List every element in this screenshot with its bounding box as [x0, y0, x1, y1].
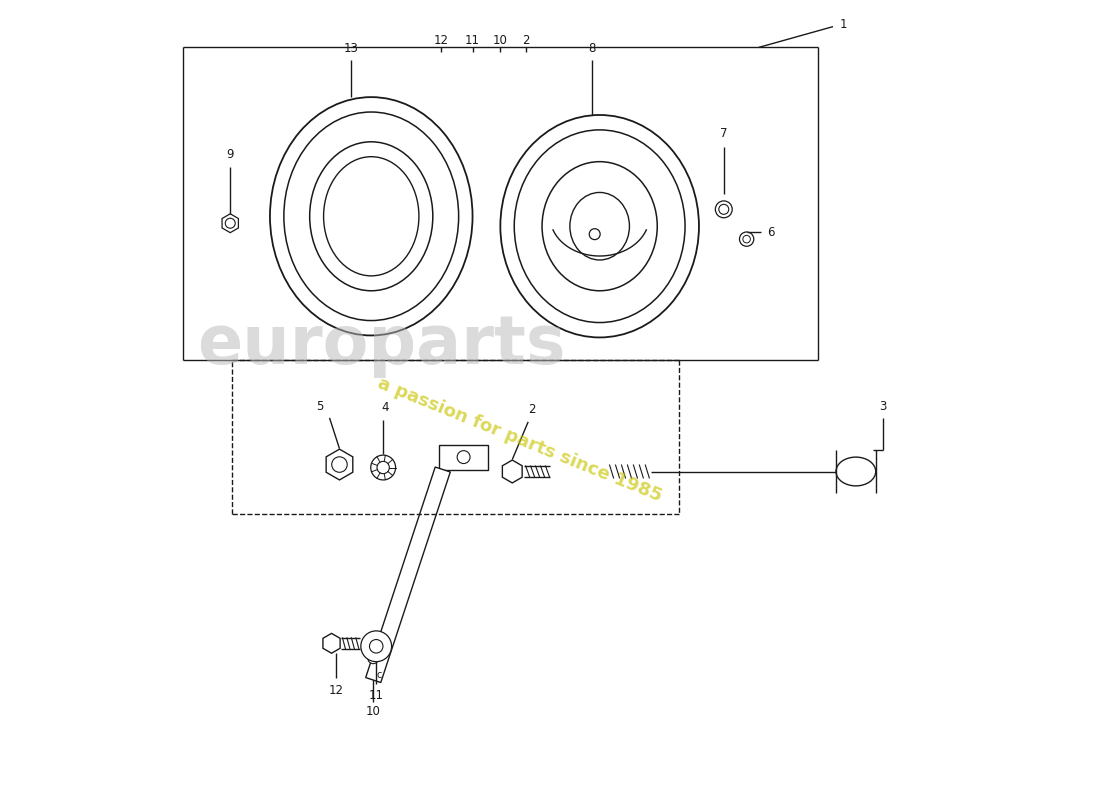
Ellipse shape: [323, 157, 419, 276]
Circle shape: [739, 232, 754, 246]
Text: 2: 2: [528, 403, 536, 417]
Ellipse shape: [310, 142, 432, 290]
Text: 10: 10: [493, 34, 508, 47]
Text: 6: 6: [767, 226, 774, 238]
Circle shape: [377, 462, 389, 474]
Polygon shape: [439, 445, 488, 470]
Circle shape: [370, 639, 383, 653]
Circle shape: [361, 631, 392, 662]
Circle shape: [371, 455, 396, 480]
Ellipse shape: [284, 112, 459, 321]
Circle shape: [332, 457, 348, 472]
Text: 4: 4: [382, 402, 389, 414]
Text: 8: 8: [588, 42, 595, 55]
Text: 11: 11: [465, 34, 480, 47]
Text: c: c: [376, 670, 382, 680]
Polygon shape: [503, 460, 522, 483]
Text: 12: 12: [433, 34, 449, 47]
Ellipse shape: [542, 162, 657, 290]
Circle shape: [458, 450, 470, 463]
Text: 13: 13: [344, 42, 359, 55]
Text: 2: 2: [522, 34, 530, 47]
Polygon shape: [222, 214, 239, 233]
Text: 1: 1: [839, 18, 847, 31]
Ellipse shape: [570, 193, 629, 260]
Text: 9: 9: [227, 148, 234, 162]
Text: a passion for parts since 1985: a passion for parts since 1985: [375, 374, 666, 505]
Circle shape: [718, 204, 728, 214]
Circle shape: [590, 229, 601, 240]
Text: 3: 3: [879, 401, 887, 414]
Ellipse shape: [836, 457, 876, 486]
Text: europarts: europarts: [197, 312, 565, 378]
Circle shape: [367, 653, 378, 664]
Circle shape: [226, 218, 235, 228]
Text: 10: 10: [366, 706, 381, 718]
Polygon shape: [326, 449, 353, 480]
Polygon shape: [365, 467, 450, 682]
Text: 11: 11: [368, 690, 384, 702]
Circle shape: [742, 235, 750, 243]
Text: 5: 5: [316, 401, 323, 414]
Circle shape: [715, 201, 733, 218]
Ellipse shape: [515, 130, 685, 322]
Text: 7: 7: [720, 127, 727, 140]
Polygon shape: [323, 634, 340, 654]
Ellipse shape: [500, 115, 698, 338]
Text: 12: 12: [329, 685, 344, 698]
Ellipse shape: [270, 97, 473, 335]
